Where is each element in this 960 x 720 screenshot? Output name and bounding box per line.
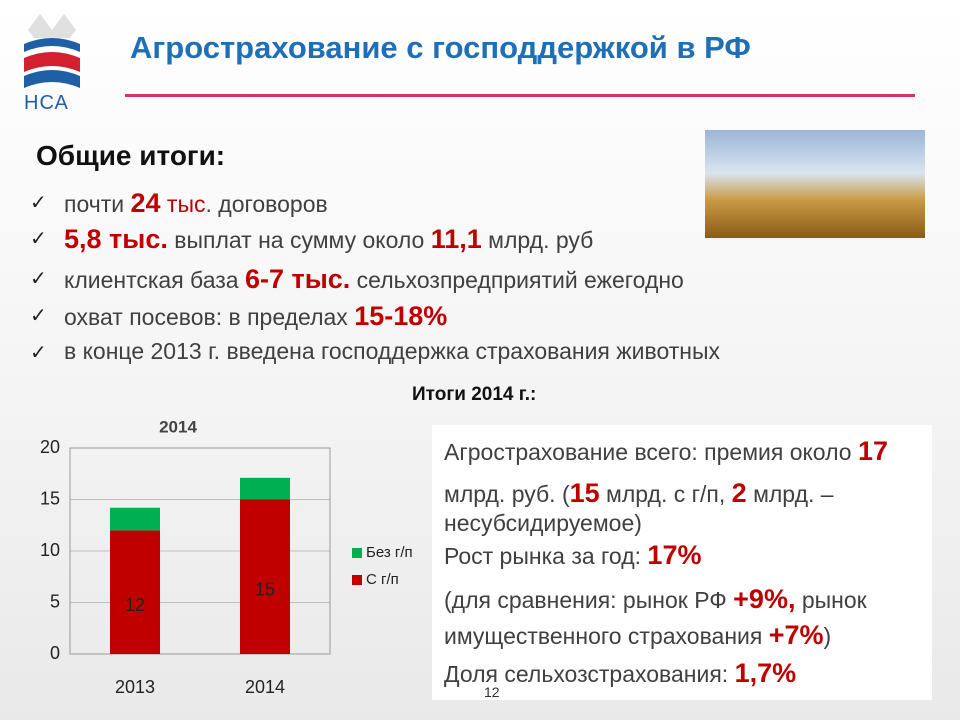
text-run: Доля сельхозстрахования:: [444, 661, 735, 687]
x-tick-label: 2014: [245, 677, 285, 697]
text-line: Рост рынка за год: 17%: [444, 540, 701, 571]
legend-swatch: [352, 548, 362, 558]
text-run: 11,1: [430, 224, 482, 254]
text-run: млрд. с г/п,: [599, 481, 732, 507]
text-run: Рост рынка за год:: [444, 543, 648, 569]
results-box: [432, 425, 932, 700]
text-line: Агрострахование всего: премия около 17: [444, 436, 888, 467]
check-mark: ✓: [30, 268, 47, 290]
bar-segment: [240, 477, 290, 500]
text-run: млрд. –: [746, 481, 834, 507]
check-mark: ✓: [30, 305, 47, 327]
text-run: рынок: [795, 587, 867, 613]
check-mark: ✓: [30, 342, 47, 364]
x-tick-label: 2013: [115, 677, 155, 697]
text-run: 24: [130, 188, 161, 218]
text-line: почти 24 тыс. договоров: [64, 188, 328, 219]
text-run: 17: [857, 436, 889, 466]
text-line: Доля сельхозстрахования: 1,7%: [444, 658, 796, 689]
text-run: млрд. руб: [481, 227, 594, 253]
text-run: выплат на сумму около: [167, 227, 431, 253]
text-line: 5,8 тыс. выплат на сумму около 11,1 млрд…: [64, 224, 593, 255]
text-run: охват посевов: в пределах: [64, 304, 355, 330]
text-run: 5,8 тыс.: [64, 224, 168, 254]
logo-text: НСА: [24, 92, 69, 114]
text-run: сельхозпредприятий ежегодно: [350, 267, 684, 293]
text-run: +9%,: [733, 584, 796, 614]
y-tick-label: 0: [50, 643, 60, 663]
data-label: 12: [125, 595, 145, 615]
title-rule: [125, 94, 915, 97]
check-mark: ✓: [30, 192, 47, 214]
text-run: почти: [64, 191, 131, 217]
text-run: 1,7%: [734, 658, 797, 688]
text-run: несубсидируемое): [444, 510, 642, 536]
text-run: (для сравнения: рынок РФ: [444, 587, 734, 613]
logo-mark: [24, 14, 80, 88]
bar-segment: [110, 530, 160, 654]
text-run: в конце 2013 г. введена господдержка стр…: [64, 338, 721, 364]
legend-label: Без г/п: [366, 544, 413, 561]
chart-title: 2014: [159, 417, 197, 436]
page-number: 12: [484, 684, 500, 700]
data-label: 15: [255, 580, 275, 600]
legend-swatch: [352, 575, 362, 585]
text-run: 2: [731, 478, 747, 508]
text-line: охват посевов: в пределах 15-18%: [64, 301, 447, 332]
text-line: несубсидируемое): [444, 510, 642, 537]
check-mark: ✓: [30, 228, 47, 250]
legend-label: С г/п: [366, 571, 399, 588]
text-run: клиентская база: [64, 267, 245, 293]
summary-heading: Общие итоги:: [36, 140, 226, 171]
text-run: имущественного страхования: [444, 623, 769, 649]
wheat-image: [705, 130, 925, 238]
bar-segment: [110, 507, 160, 531]
text-run: 6-7 тыс.: [244, 264, 351, 294]
text-run: 17%: [647, 540, 702, 570]
text-run: млрд. руб. (: [444, 481, 570, 507]
text-run: 15: [569, 478, 600, 508]
bar-segment: [240, 499, 290, 654]
text-line: имущественного страхования +7%): [444, 620, 831, 651]
chart: 2014 0 5 10 15 20 2013 12 2014 15 Без г/п С г/п: [40, 417, 413, 697]
plot-frame: [69, 447, 331, 655]
text-run: 15-18%: [354, 301, 448, 331]
text-run: тыс: [160, 191, 206, 217]
text-line: (для сравнения: рынок РФ +9%, рынок: [444, 584, 867, 615]
y-tick-label: 10: [40, 540, 60, 560]
y-tick-label: 20: [40, 437, 60, 457]
slide-title: Агрострахование с господдержкой в РФ: [130, 30, 751, 65]
text-line: млрд. руб. (15 млрд. с г/п, 2 млрд. –: [444, 478, 834, 509]
text-run: ): [823, 623, 832, 649]
results-heading: Итоги 2014 г.:: [412, 384, 537, 405]
text-line: в конце 2013 г. введена господдержка стр…: [64, 338, 720, 365]
y-tick-label: 5: [50, 591, 60, 611]
text-run: +7%: [768, 620, 824, 650]
text-run: Агрострахование всего: премия около: [444, 439, 858, 465]
text-run: . договоров: [205, 191, 328, 217]
text-line: клиентская база 6-7 тыс. сельхозпредприя…: [64, 264, 684, 295]
y-tick-label: 15: [40, 488, 60, 508]
